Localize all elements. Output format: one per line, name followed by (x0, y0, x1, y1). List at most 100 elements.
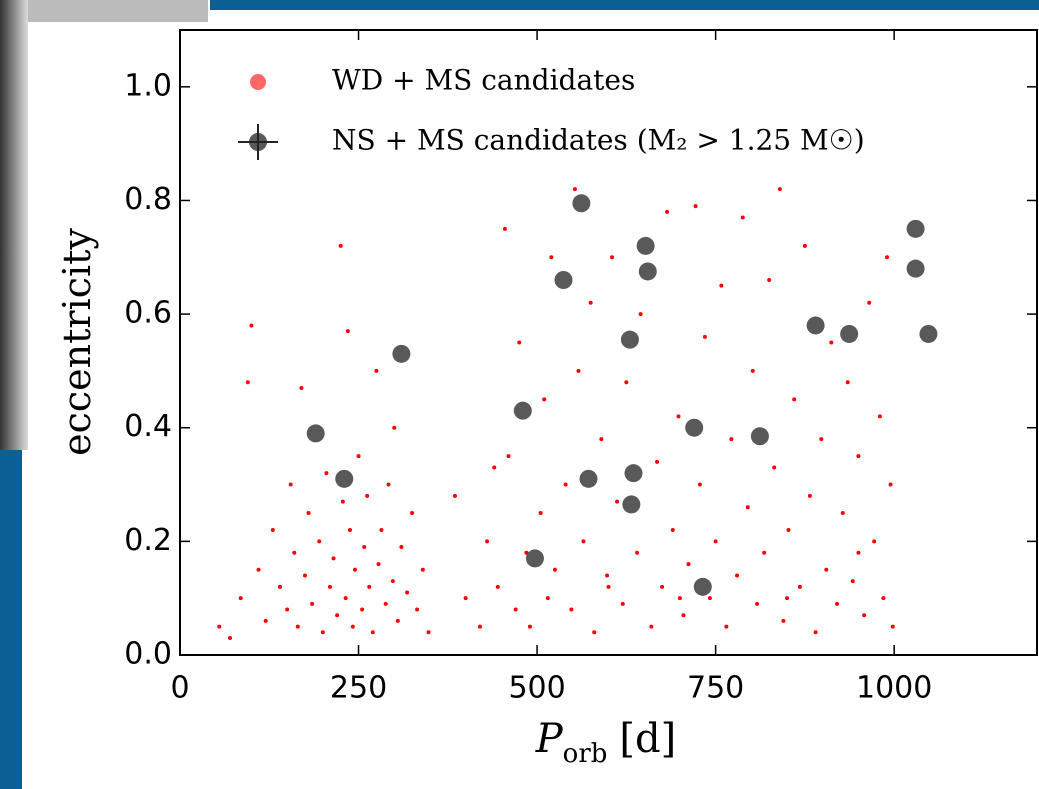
wd-point (610, 255, 615, 260)
ns-point (906, 219, 925, 238)
legend-label: WD + MS candidates (332, 64, 635, 97)
wd-point (840, 510, 845, 515)
wd-point (572, 187, 577, 192)
wd-point (302, 573, 307, 578)
wd-point (245, 380, 250, 385)
ns-point (622, 495, 641, 514)
legend-label: NS + MS candidates (M₂ > 1.25 M☉) (332, 124, 865, 157)
y-tick-label: 0.8 (124, 182, 172, 217)
wd-point (729, 437, 734, 442)
ns-point (620, 330, 639, 349)
wd-point (506, 454, 511, 459)
ns-point (840, 324, 859, 343)
wd-point (785, 596, 790, 601)
wd-point (750, 368, 755, 373)
x-tick-label: 500 (508, 671, 565, 706)
wd-point (877, 414, 882, 419)
legend-marker (250, 74, 266, 90)
wd-point (777, 187, 782, 192)
wd-point (605, 573, 610, 578)
x-label-subscript: orb (563, 739, 608, 769)
wd-point (592, 630, 597, 635)
wd-point (867, 300, 872, 305)
wd-point (420, 567, 425, 572)
x-axis-label: Porb [d] (535, 716, 676, 769)
wd-point (492, 465, 497, 470)
wd-point (352, 567, 357, 572)
wd-point (331, 556, 336, 561)
wd-point (665, 209, 670, 214)
wd-point (569, 607, 574, 612)
wd-point (285, 607, 290, 612)
ns-point (638, 262, 657, 281)
wd-point (635, 550, 640, 555)
wd-point (845, 380, 850, 385)
wd-point (502, 226, 507, 231)
wd-point (719, 283, 724, 288)
ns-point (572, 194, 591, 213)
ns-point (685, 418, 704, 437)
wd-point (693, 204, 698, 209)
wd-point (542, 397, 547, 402)
wd-point (538, 510, 543, 515)
x-label-symbol: P (535, 716, 564, 762)
wd-point (376, 562, 381, 567)
wd-point (624, 380, 629, 385)
wd-point (452, 493, 457, 498)
ns-point (392, 344, 411, 363)
wd-point (829, 340, 834, 345)
wd-point (762, 550, 767, 555)
wd-point (306, 510, 311, 515)
ns-point (750, 427, 769, 446)
wd-point (792, 397, 797, 402)
x-tick-label: 0 (170, 671, 189, 706)
wd-point (649, 624, 654, 629)
wd-point (527, 624, 532, 629)
wd-point (324, 471, 329, 476)
wd-point (477, 624, 482, 629)
wd-point (813, 630, 818, 635)
ns-point (919, 324, 938, 343)
y-tick-label: 0.6 (124, 296, 172, 331)
wd-point (415, 607, 420, 612)
wd-point (772, 465, 777, 470)
wd-point (249, 323, 254, 328)
wd-point (702, 334, 707, 339)
wd-point (552, 567, 557, 572)
wd-point (320, 630, 325, 635)
wd-point (824, 567, 829, 572)
wd-point (386, 482, 391, 487)
wd-point (426, 630, 431, 635)
x-tick-label: 1000 (856, 671, 932, 706)
wd-point (379, 528, 384, 532)
wd-point (495, 584, 500, 589)
ns-point (513, 401, 532, 420)
ns-point (306, 424, 325, 443)
wd-point (819, 437, 824, 442)
wd-point (327, 584, 332, 589)
header-bar (210, 0, 1039, 10)
wd-point (660, 584, 665, 589)
wd-point (707, 596, 712, 601)
wd-point (485, 539, 490, 544)
wd-point (670, 528, 675, 532)
wd-point (347, 528, 352, 532)
wd-point (517, 340, 522, 345)
wd-point (217, 624, 222, 629)
wd-point (299, 385, 304, 390)
wd-point (872, 539, 877, 544)
wd-point (362, 545, 367, 550)
x-tick-label: 750 (687, 671, 744, 706)
background-photo (28, 0, 208, 22)
wd-point (350, 624, 355, 629)
wd-point (850, 579, 855, 584)
ns-point (624, 464, 643, 483)
wd-point (405, 590, 410, 595)
ns-point (579, 469, 598, 488)
wd-point (888, 482, 893, 487)
plot-frame (179, 29, 1038, 656)
wd-point (581, 539, 586, 544)
ns-point (525, 549, 544, 568)
